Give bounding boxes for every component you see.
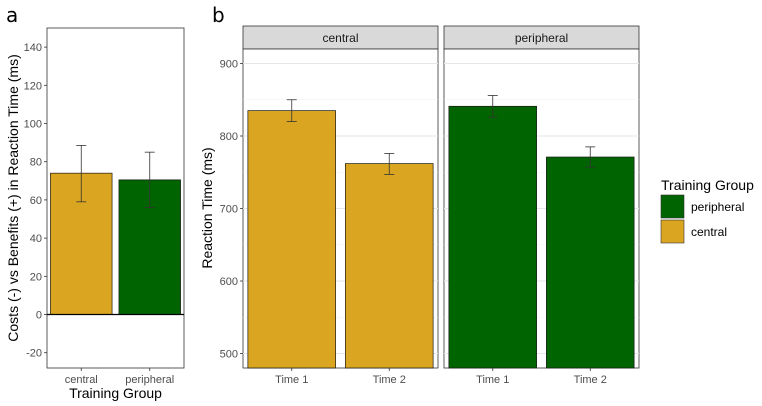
facet-x-tick-label: Time 2 bbox=[373, 374, 406, 386]
panel-a-x-ticks: central peripheral bbox=[65, 368, 174, 386]
panel-a-y-tick-label: 40 bbox=[30, 233, 42, 245]
facet-x-tick-label: Time 2 bbox=[574, 374, 607, 386]
facet-x-tick-label: Time 1 bbox=[476, 374, 509, 386]
panel-b-y-ticks: 500 600 700 800 900 bbox=[220, 59, 243, 361]
legend: Training Group peripheral central bbox=[660, 177, 754, 244]
panel-a-y-tick-label: 60 bbox=[30, 195, 42, 207]
panel-a-y-tick-label: 120 bbox=[24, 80, 42, 92]
panel-a-marks bbox=[47, 145, 184, 316]
panel-b: central Time 1 Time 2 peripheral Time 1 Ti… bbox=[199, 25, 640, 386]
panel-a-y-tick-label: 80 bbox=[30, 157, 42, 169]
panel-a-x-axis-title: Training Group bbox=[69, 385, 162, 401]
panel-a-y-ticks: -20 0 20 40 60 80 100 120 140 bbox=[24, 42, 47, 360]
facet-x-tick-label: Time 1 bbox=[275, 374, 308, 386]
error-bar-central-time-1 bbox=[286, 99, 297, 122]
bar-peripheral-time-2 bbox=[546, 156, 635, 369]
facet-peripheral-x-ticks: Time 1 Time 2 bbox=[476, 368, 607, 386]
panel-a-x-tick-label: central bbox=[65, 374, 98, 386]
error-bar-peripheral bbox=[144, 151, 155, 208]
bar-central-time-2 bbox=[345, 163, 434, 369]
legend-key-peripheral bbox=[660, 194, 685, 219]
bar-central-time-1 bbox=[247, 110, 336, 369]
panel-a-x-tick-label: peripheral bbox=[125, 374, 174, 386]
panel-b-y-tick-label: 600 bbox=[220, 276, 238, 288]
panel-a-y-tick-label: 140 bbox=[24, 42, 42, 54]
legend-key-central bbox=[660, 219, 685, 244]
legend-label-central: central bbox=[691, 225, 727, 239]
facet-central-x-ticks: Time 1 Time 2 bbox=[275, 368, 406, 386]
error-bar-peripheral-time-1 bbox=[487, 95, 498, 118]
panel-b-y-tick-label: 800 bbox=[220, 131, 238, 143]
facet-peripheral-marks bbox=[448, 95, 635, 369]
panel-a-y-tick-label: 0 bbox=[36, 310, 42, 322]
legend-title: Training Group bbox=[661, 177, 754, 193]
panel-a-y-tick-label: -20 bbox=[26, 348, 42, 360]
panel-a-y-tick-label: 100 bbox=[24, 119, 42, 131]
facet-central-marks bbox=[247, 99, 434, 369]
error-bar-central-time-2 bbox=[384, 152, 395, 175]
panel-letter-b: b bbox=[212, 3, 225, 27]
legend-label-peripheral: peripheral bbox=[691, 200, 744, 214]
panel-a-y-tick-label: 20 bbox=[30, 271, 42, 283]
bar-peripheral-time-1 bbox=[448, 105, 537, 369]
panel-b-y-tick-label: 700 bbox=[220, 204, 238, 216]
error-bar-central bbox=[76, 145, 87, 203]
panel-letter-a: a bbox=[6, 3, 18, 27]
panel-b-facet-peripheral: peripheral Time 1 Time 2 bbox=[443, 25, 640, 386]
error-bar-peripheral-time-2 bbox=[585, 146, 596, 168]
panel-b-y-tick-label: 900 bbox=[220, 59, 238, 71]
facet-peripheral-strip-label: peripheral bbox=[515, 31, 568, 45]
panel-b-y-tick-label: 500 bbox=[220, 349, 238, 361]
panel-a-y-axis-title: Costs (-) vs Benefits (+) in Reaction Ti… bbox=[5, 54, 21, 341]
panel-b-facet-central: central Time 1 Time 2 bbox=[242, 25, 439, 386]
facet-central-strip-label: central bbox=[322, 31, 358, 45]
panel-b-y-axis-title: Reaction Time (ms) bbox=[199, 147, 215, 268]
